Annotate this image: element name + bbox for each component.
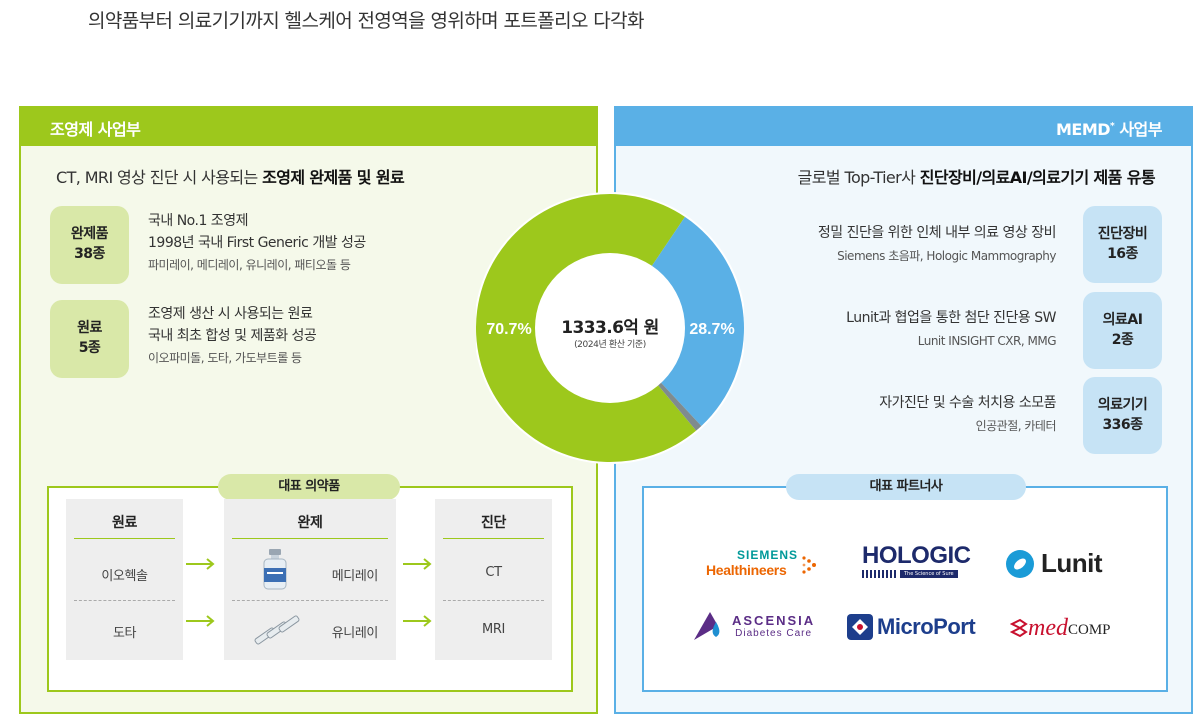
raw-row-1: 이오헥솔: [101, 569, 148, 584]
arrow-right-icon: [403, 558, 432, 570]
donut-left-percent: 70.7%: [486, 321, 531, 338]
finished-products-badge: 완제품 38종: [50, 206, 129, 284]
donut-right-percent: 28.7%: [689, 321, 734, 338]
hologic-bars-icon: [862, 570, 896, 578]
diagnosis-row-1: CT: [485, 565, 502, 580]
memd-panel: MEMD* 사업부 글로벌 Top-Tier사 진단장비/의료AI/의료기기 제…: [614, 106, 1193, 714]
diagnosis-row-2: MRI: [482, 622, 505, 637]
memd-subtitle: 글로벌 Top-Tier사 진단장비/의료AI/의료기기 제품 유통: [797, 168, 1156, 187]
medical-ai-desc: Lunit과 협업을 통한 첨단 진단용 SW Lunit INSIGHT CX…: [846, 310, 1056, 348]
arrow-right-icon: [186, 615, 215, 627]
contrast-media-title: 조영제 사업부: [21, 108, 596, 146]
medical-devices-desc: 자가진단 및 수술 처치용 소모품 인공관절, 카테터: [879, 395, 1056, 433]
ascensia-logo: ASCENSIA Diabetes Care: [694, 612, 815, 640]
representative-partners-box: 대표 파트너사 SIEMENS Healthineers HOLOGIC The…: [642, 474, 1168, 692]
microport-icon: [847, 614, 873, 640]
medical-ai-badge: 의료AI 2종: [1083, 292, 1162, 369]
siemens-dots-icon: [802, 556, 816, 574]
finished-row-2: 유니레이: [331, 626, 379, 641]
siemens-healthineers-logo: SIEMENS Healthineers: [706, 548, 816, 578]
lunit-icon: [1006, 549, 1034, 578]
raw-materials-badge: 원료 5종: [50, 300, 129, 378]
arrow-right-icon: [403, 615, 432, 627]
medical-devices-badge: 의료기기 336종: [1083, 377, 1162, 454]
donut-center-note: (2024년 환산 기준): [574, 340, 646, 350]
diagnostic-equipment-desc: 정밀 진단을 위한 인체 내부 의료 영상 장비 Siemens 초음파, Ho…: [817, 225, 1057, 263]
representative-drugs-title: 대표 의약품: [218, 474, 400, 500]
medcomp-logo: med COMP: [1010, 616, 1111, 640]
lunit-logo: Lunit: [1005, 548, 1103, 579]
raw-materials-desc: 조영제 생산 시 사용되는 원료 국내 최초 합성 및 제품화 성공 이오파미돌…: [148, 306, 317, 365]
representative-partners-title: 대표 파트너사: [786, 474, 1026, 500]
finished-products-desc: 국내 No.1 조영제 1998년 국내 First Generic 개발 성공…: [148, 213, 366, 272]
medcomp-icon: [1010, 618, 1028, 638]
donut-center-value: 1333.6억 원: [561, 318, 659, 338]
memd-title: MEMD* 사업부: [616, 108, 1191, 146]
microport-logo: MicroPort: [847, 614, 976, 640]
raw-row-2: 도타: [112, 626, 137, 641]
vial-icon: [263, 549, 287, 590]
ascensia-icon: [694, 612, 720, 640]
revenue-donut: 70.7% 28.7% 1333.6억 원 (2024년 환산 기준): [474, 189, 746, 467]
representative-drugs-box: 대표 의약품 원료 이오헥솔 도타 완제 메디레이: [47, 474, 573, 692]
raw-column: 원료 이오헥솔 도타: [66, 499, 183, 660]
contrast-media-subtitle: CT, MRI 영상 진단 시 사용되는 조영제 완제품 및 원료: [56, 168, 405, 187]
headline: 의약품부터 의료기기까지 헬스케어 전영역을 영위하며 포트폴리오 다각화: [88, 10, 645, 32]
hologic-logo: HOLOGIC The Science of Sure: [862, 542, 971, 578]
contrast-media-panel: 조영제 사업부 CT, MRI 영상 진단 시 사용되는 조영제 완제품 및 원…: [19, 106, 598, 714]
diagnostic-equipment-badge: 진단장비 16종: [1083, 206, 1162, 283]
diagnosis-column: 진단 CT MRI: [435, 499, 552, 660]
finished-row-1: 메디레이: [331, 569, 379, 584]
finished-column: 완제 메디레이 유니레이: [224, 499, 396, 660]
syringe-icon: [254, 615, 300, 645]
arrow-right-icon: [186, 558, 215, 570]
